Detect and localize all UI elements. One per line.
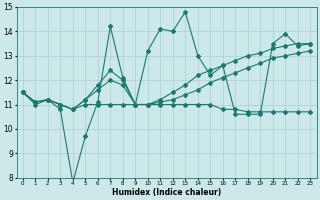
X-axis label: Humidex (Indice chaleur): Humidex (Indice chaleur): [112, 188, 221, 197]
